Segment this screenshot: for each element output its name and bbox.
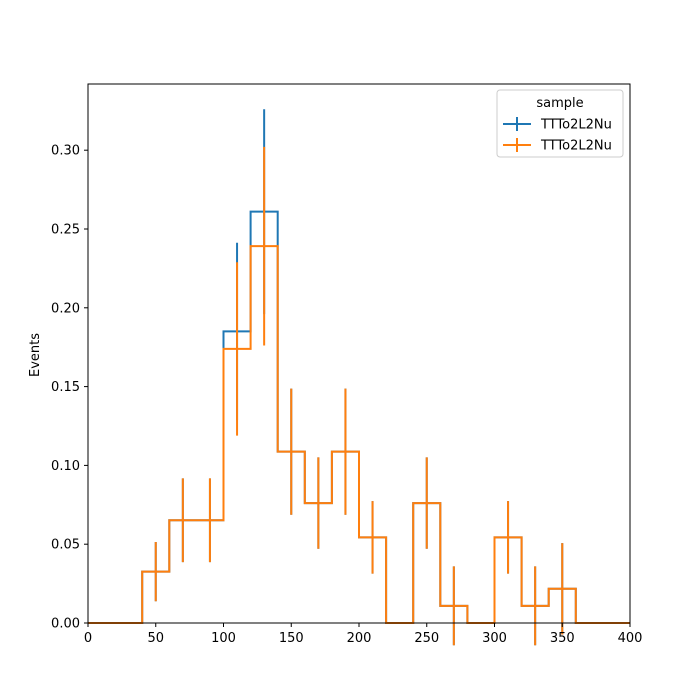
plot-area [88, 109, 630, 646]
y-tick-label: 0.25 [51, 222, 80, 237]
x-tick-label: 150 [279, 631, 304, 646]
legend-box [496, 89, 624, 158]
y-tick-label: 0.15 [51, 380, 80, 395]
y-axis-label: Events [28, 333, 43, 377]
x-tick-label: 350 [550, 631, 575, 646]
x-tick-label: 0 [84, 631, 92, 646]
legend-entry-label: TTTo2L2Nu [540, 118, 612, 133]
series-2-step-line [88, 245, 630, 624]
y-tick-label: 0.05 [51, 538, 80, 553]
x-tick-label: 200 [347, 631, 372, 646]
x-tick-label: 400 [618, 631, 643, 646]
x-tick-label: 300 [482, 631, 507, 646]
legend-title: sample [536, 96, 583, 111]
y-tick-label: 0.30 [51, 144, 80, 159]
legend: sample TTTo2L2Nu TTTo2L2Nu [496, 89, 624, 158]
axes: 0 50 100 150 200 250 300 350 400 0.00 0.05 0.10 0.15… [51, 83, 643, 646]
x-tick-label: 250 [414, 631, 439, 646]
x-tick-label: 100 [211, 631, 236, 646]
x-tick-label: 50 [147, 631, 164, 646]
y-tick-label: 0.10 [51, 459, 80, 474]
y-tick-label: 0.20 [51, 301, 80, 316]
legend-entry-label: TTTo2L2Nu [540, 139, 612, 154]
y-tick-label: 0.00 [51, 617, 80, 632]
